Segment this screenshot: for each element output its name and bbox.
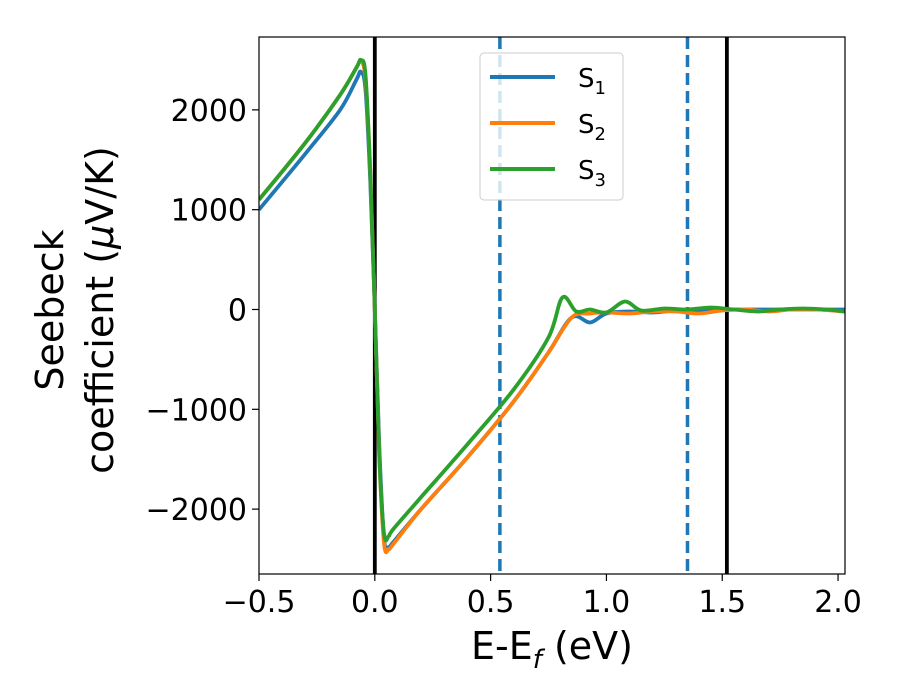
y-axis-label: Seebeck coefficient (μV/K)	[28, 146, 122, 474]
x-axis-label: E-Ef (eV)	[471, 624, 633, 675]
plot-frame	[258, 36, 846, 575]
x-axis: −0.5 0.0 0.5 1.0 1.5 2.0	[223, 574, 862, 620]
x-tick-label: 1.0	[583, 585, 631, 620]
y-tick-label: −2000	[146, 493, 247, 528]
x-tick-label: 0.0	[351, 585, 399, 620]
x-tick-label: 1.5	[698, 585, 746, 620]
series-group	[259, 57, 845, 555]
y-tick-label: −1000	[146, 393, 247, 428]
y-tick-label: 1000	[171, 194, 247, 229]
series-line-s3	[259, 57, 845, 543]
y-axis-label-line1: Seebeck	[28, 229, 72, 390]
legend-label-s3: S3	[578, 156, 606, 191]
x-tick-label: −0.5	[223, 585, 296, 620]
y-axis-label-line2: coefficient (μV/K)	[78, 146, 122, 474]
x-tick-label: 2.0	[814, 585, 862, 620]
x-tick-label: 0.5	[467, 585, 515, 620]
legend-label-s1: S1	[578, 64, 606, 99]
legend-frame	[479, 52, 624, 201]
y-axis: −2000 −1000 0 1000 2000	[146, 94, 259, 528]
y-tick-label: 2000	[171, 94, 247, 129]
legend: S1 S2 S3	[479, 52, 624, 201]
y-tick-label: 0	[228, 293, 247, 328]
legend-label-s2: S2	[578, 110, 606, 145]
